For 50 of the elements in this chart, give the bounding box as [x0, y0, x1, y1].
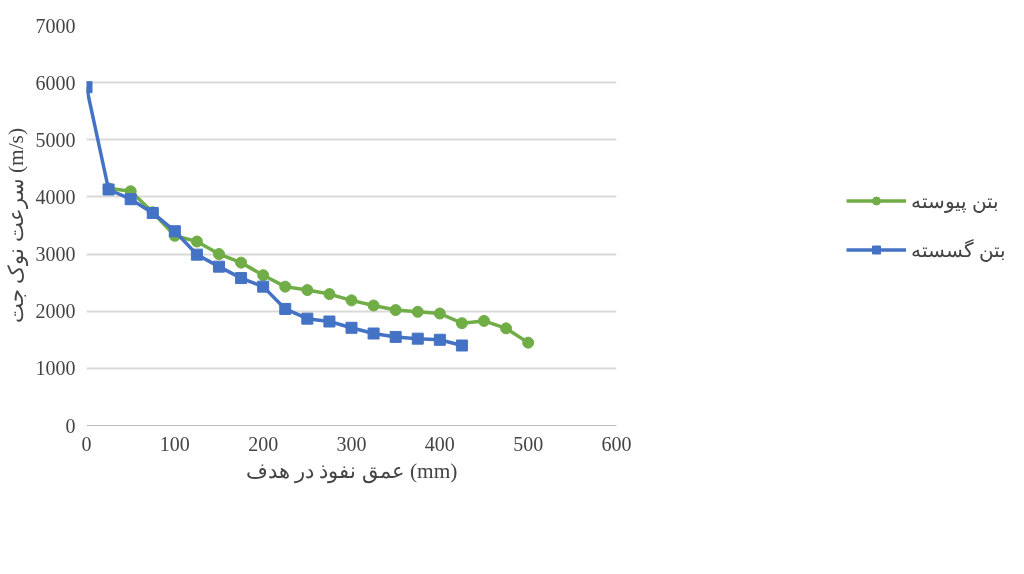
x-tick-label: 100 [159, 432, 190, 455]
point [411, 305, 424, 318]
x-tick-label: 500 [513, 432, 544, 455]
y-tick-label: 3000 [35, 243, 76, 266]
point [124, 193, 137, 206]
point [279, 280, 292, 293]
point [433, 307, 446, 320]
x-axis-title: عمق نفوذ در هدف (mm) [245, 458, 458, 484]
legend-label: بتن گسسته [911, 237, 1006, 262]
point [389, 304, 402, 317]
x-tick-label: 600 [601, 432, 632, 455]
legend-label: بتن پیوسته [911, 188, 999, 213]
point [478, 314, 490, 327]
y-tick-label: 6000 [35, 71, 76, 94]
point [389, 330, 402, 343]
x-tick-label: 300 [336, 432, 367, 455]
point [213, 248, 225, 261]
y-tick-label: 2000 [35, 300, 76, 323]
point [500, 322, 513, 335]
point [367, 327, 380, 340]
point [323, 315, 336, 328]
point [323, 288, 336, 301]
point [455, 317, 468, 330]
point [257, 269, 270, 282]
point [213, 260, 225, 273]
point [190, 248, 203, 261]
point [190, 235, 203, 248]
x-tick-label: 400 [424, 432, 455, 455]
point [345, 321, 358, 334]
point [168, 225, 181, 238]
point [433, 333, 446, 346]
y-tick-label: 5000 [35, 128, 76, 151]
y-tick-label: 7000 [35, 14, 76, 37]
point [522, 336, 535, 349]
point [279, 302, 292, 315]
point [257, 280, 270, 293]
point [455, 339, 468, 352]
y-tick-label: 4000 [35, 185, 76, 208]
x-tick-label: 200 [248, 432, 279, 455]
point [235, 256, 248, 269]
x-tick-label: 0 [81, 432, 92, 455]
point [345, 294, 358, 307]
point [235, 272, 248, 285]
y-tick-label: 1000 [35, 357, 76, 380]
point [301, 284, 314, 297]
point [301, 312, 314, 325]
point [367, 299, 380, 312]
point [411, 332, 424, 345]
y-axis-title: سرعت نوک جت (m/s) [3, 127, 29, 324]
y-tick-label: 0 [65, 414, 76, 437]
